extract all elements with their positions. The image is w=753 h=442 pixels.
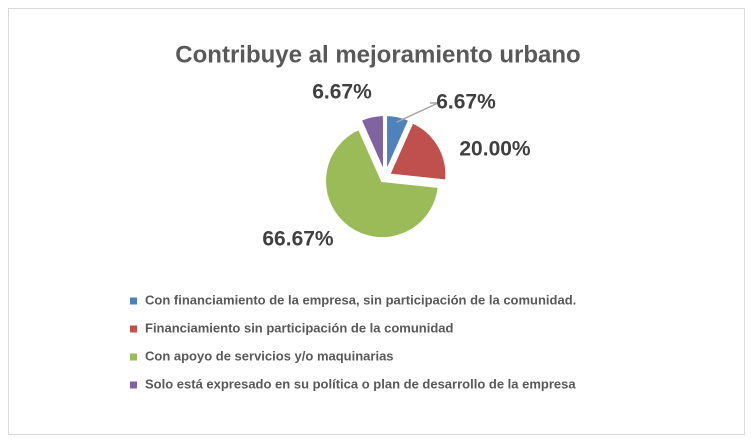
legend-label: Con apoyo de servicios y/o maquinarias (145, 348, 394, 363)
legend-swatch (130, 381, 137, 389)
data-label: 66.67% (262, 228, 334, 251)
pie-slice (324, 127, 440, 240)
leader-line (396, 102, 439, 123)
legend-swatch (130, 297, 137, 305)
data-label: 6.67% (312, 81, 372, 104)
data-label: 20.00% (459, 138, 531, 161)
legend-label: Solo está expresado en su política o pla… (145, 376, 576, 391)
data-label: 6.67% (436, 91, 496, 114)
legend-swatch (130, 353, 137, 361)
pie-slice (387, 121, 448, 182)
legend-label: Con financiamiento de la empresa, sin pa… (145, 292, 576, 307)
pie-slice (385, 114, 411, 173)
legend-swatch (130, 325, 137, 333)
pie-slice (359, 114, 385, 173)
legend-label: Financiamiento sin participación de la c… (145, 320, 454, 335)
chart-title: Contribuye al mejoramiento urbano (175, 41, 580, 68)
